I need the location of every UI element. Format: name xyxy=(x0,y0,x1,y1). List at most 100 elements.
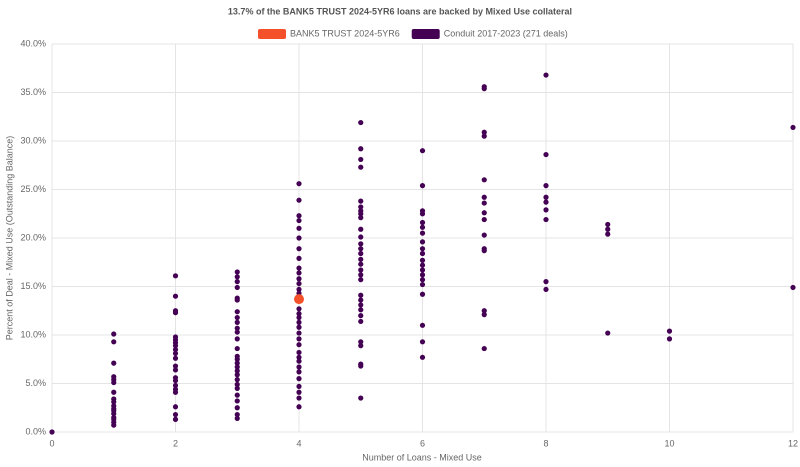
data-point xyxy=(358,250,364,257)
data-point xyxy=(543,72,549,78)
data-point xyxy=(111,379,117,386)
data-point xyxy=(234,279,240,285)
x-tick-label: 0 xyxy=(49,438,54,448)
data-point xyxy=(234,297,240,303)
data-point xyxy=(296,324,302,330)
data-point xyxy=(172,411,179,418)
data-point xyxy=(296,364,302,370)
y-tick-label: 15.0% xyxy=(20,281,46,291)
data-point xyxy=(358,156,364,163)
data-point xyxy=(358,339,364,345)
data-point xyxy=(543,183,549,189)
data-point xyxy=(234,309,240,315)
data-point xyxy=(419,267,426,273)
data-point xyxy=(234,325,240,331)
data-point xyxy=(296,389,302,395)
data-point xyxy=(296,306,302,312)
data-point xyxy=(296,395,302,401)
data-point xyxy=(296,358,302,364)
data-point xyxy=(172,416,179,422)
data-point xyxy=(296,235,302,241)
data-point xyxy=(543,216,549,223)
data-point xyxy=(234,269,240,275)
data-point xyxy=(358,318,364,325)
data-point xyxy=(790,284,796,291)
data-point xyxy=(111,399,117,405)
data-point xyxy=(358,272,364,278)
y-tick-label: 30.0% xyxy=(20,135,46,145)
data-point xyxy=(358,297,364,303)
data-point xyxy=(358,302,364,308)
data-point xyxy=(419,322,426,328)
data-point xyxy=(481,133,487,139)
y-tick-label: 40.0% xyxy=(20,38,46,48)
data-point xyxy=(172,293,179,299)
data-point xyxy=(296,369,302,375)
data-point xyxy=(358,211,364,217)
data-point xyxy=(358,198,364,204)
data-point xyxy=(172,346,179,353)
data-point xyxy=(481,232,487,238)
data-point xyxy=(296,383,302,390)
data-point xyxy=(172,367,179,373)
data-point xyxy=(234,360,240,366)
data-point xyxy=(543,286,549,293)
data-point xyxy=(358,226,364,232)
data-point xyxy=(419,262,426,268)
data-point xyxy=(605,226,611,232)
x-tick-label: 2 xyxy=(173,438,178,448)
data-point xyxy=(234,284,240,291)
data-point xyxy=(419,219,426,226)
data-point xyxy=(234,319,240,325)
data-point xyxy=(296,217,302,224)
data-point xyxy=(419,291,426,297)
data-point xyxy=(358,267,364,273)
data-point xyxy=(358,164,364,170)
data-point xyxy=(419,183,426,189)
data-point xyxy=(172,363,179,369)
x-axis-label: Number of Loans - Mixed Use xyxy=(362,452,482,462)
data-point xyxy=(419,339,426,345)
data-point xyxy=(234,364,240,370)
legend-swatch xyxy=(258,29,286,39)
data-point xyxy=(234,415,240,422)
data-point xyxy=(543,279,549,285)
x-tick-label: 8 xyxy=(543,438,548,448)
data-point xyxy=(111,360,117,366)
data-point xyxy=(296,181,302,187)
data-point xyxy=(234,329,240,335)
x-tick-label: 12 xyxy=(788,438,798,448)
data-point xyxy=(666,336,673,342)
data-point xyxy=(358,256,364,262)
data-point xyxy=(296,354,302,360)
data-point xyxy=(481,312,487,318)
legend-label: BANK5 TRUST 2024-5YR6 xyxy=(290,28,400,38)
data-point xyxy=(419,148,426,154)
data-point xyxy=(358,307,364,313)
data-point xyxy=(234,345,240,352)
data-point xyxy=(172,377,179,384)
data-point xyxy=(296,342,302,348)
data-point xyxy=(358,246,364,252)
y-tick-label: 25.0% xyxy=(20,184,46,194)
data-point xyxy=(111,339,117,345)
data-point xyxy=(481,129,487,135)
data-point xyxy=(296,265,302,271)
data-point xyxy=(172,404,179,410)
data-point xyxy=(543,194,549,200)
data-point xyxy=(605,221,611,228)
data-point xyxy=(234,392,240,398)
data-point xyxy=(358,292,364,298)
data-point xyxy=(358,204,364,210)
data-point xyxy=(419,272,426,278)
data-point xyxy=(358,241,364,247)
data-point xyxy=(481,308,487,314)
y-tick-label: 35.0% xyxy=(20,87,46,97)
data-point xyxy=(419,354,426,360)
data-point xyxy=(234,385,240,391)
data-point xyxy=(358,119,364,126)
data-point xyxy=(296,336,302,342)
data-point xyxy=(296,270,302,276)
data-point xyxy=(481,86,487,92)
data-point xyxy=(234,314,240,321)
